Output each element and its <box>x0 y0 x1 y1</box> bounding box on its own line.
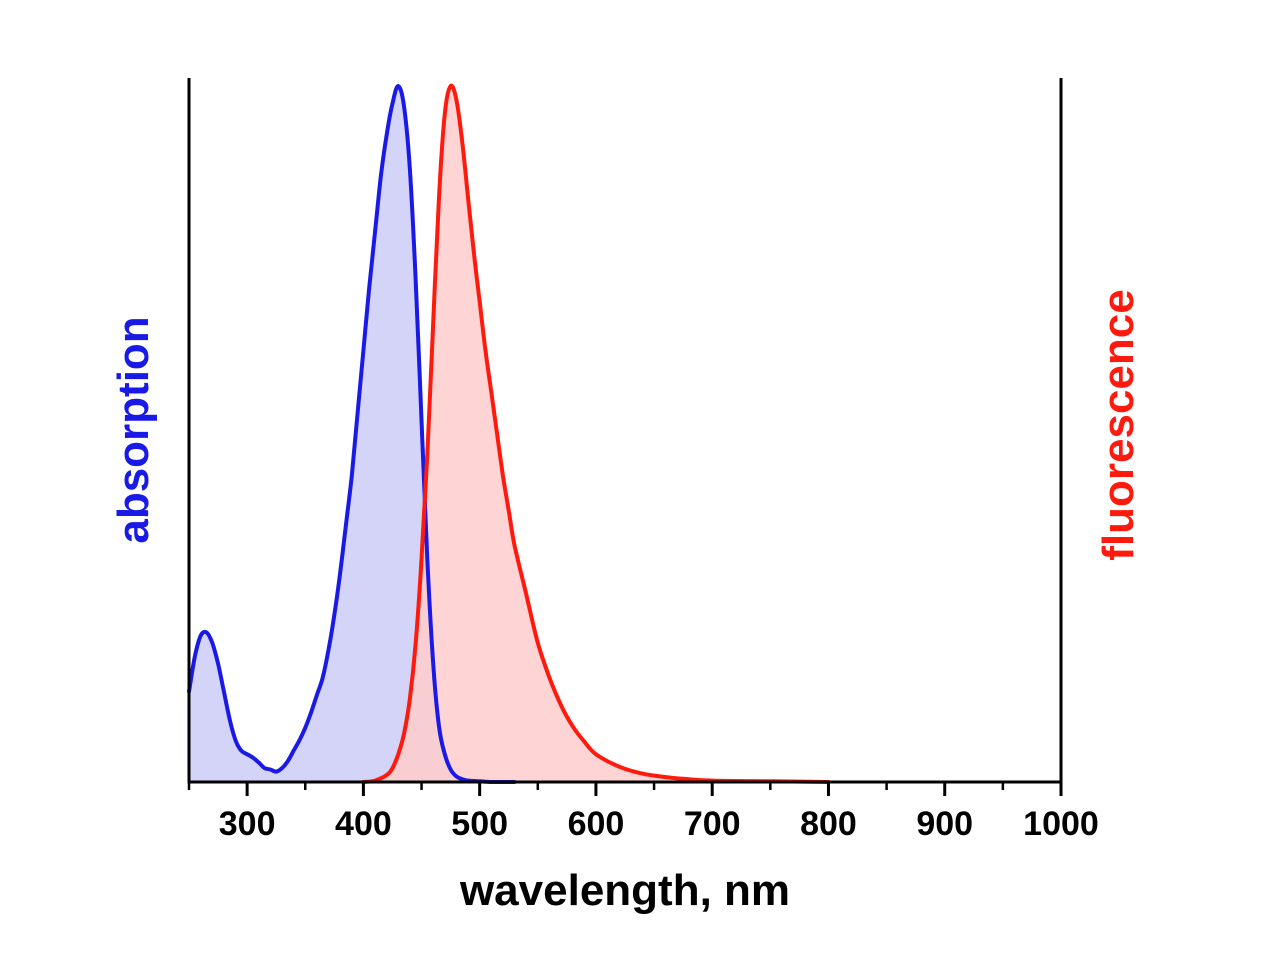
absorption-line <box>187 84 517 785</box>
fluorescence-line <box>361 83 831 784</box>
x-tick-label-700: 700 <box>684 805 741 843</box>
x-tick-label-500: 500 <box>451 805 508 843</box>
right-axis-title: fluorescence <box>1094 289 1143 560</box>
x-tick-label-1000: 1000 <box>1023 805 1099 843</box>
x-tick-label-600: 600 <box>568 805 625 843</box>
plot-lines <box>187 83 831 785</box>
x-tick-label-400: 400 <box>335 805 392 843</box>
plot-areas <box>189 85 829 783</box>
axes <box>187 78 1063 784</box>
x-ticks <box>187 782 1063 796</box>
left-axis-title: absorption <box>109 316 158 543</box>
absorption-area <box>189 85 515 783</box>
x-tick-label-300: 300 <box>219 805 276 843</box>
x-tick-label-900: 900 <box>916 805 973 843</box>
fluorescence-area <box>363 85 829 783</box>
x-tick-labels: 300 400 500 600 700 800 900 1000 <box>219 805 1099 843</box>
x-axis-title: wavelength, nm <box>459 866 790 915</box>
x-tick-label-800: 800 <box>800 805 857 843</box>
